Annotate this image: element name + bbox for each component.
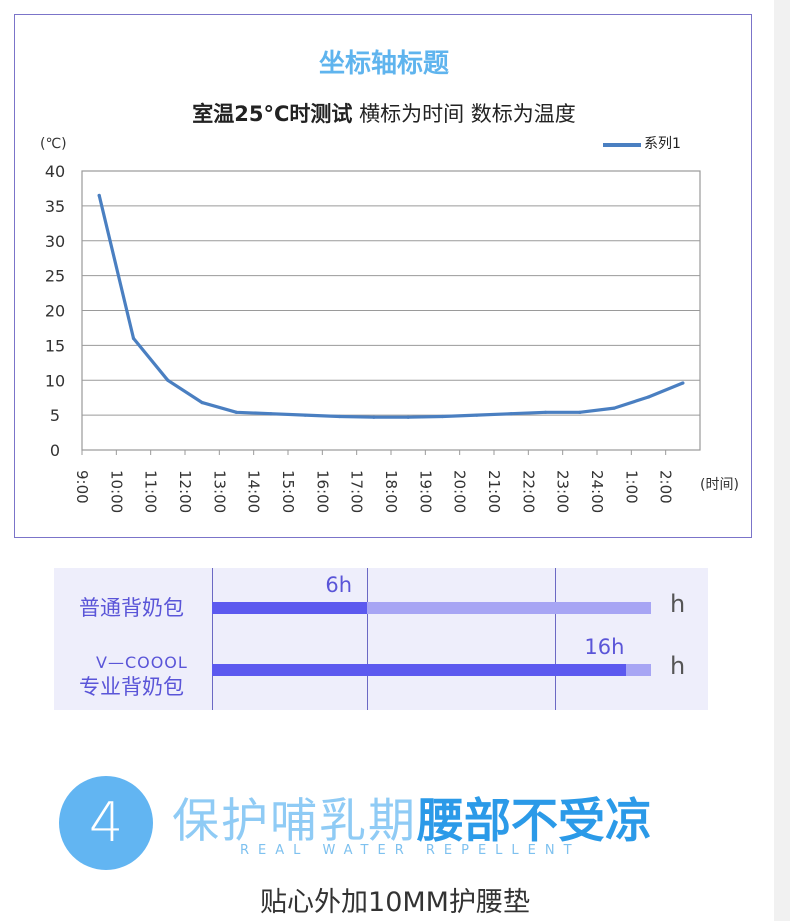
x-tick-label: 22:00	[519, 470, 537, 513]
data-point	[200, 400, 204, 405]
bar-unit-regular: h	[670, 590, 686, 618]
data-point	[646, 395, 651, 399]
x-tick-label: 23:00	[554, 470, 572, 513]
bar-unit-pro: h	[670, 652, 686, 680]
brand-label: V—COOOL	[96, 653, 188, 672]
x-tick-label: 24:00	[588, 470, 606, 513]
chart-frame: 坐标轴标题室温25°C时测试 横标为时间 数标为温度 (℃) 40 35 30 25 20 1…	[14, 14, 752, 538]
bar-filled-regular	[212, 602, 368, 614]
data-point	[543, 410, 548, 414]
data-point	[440, 414, 445, 419]
bar-value-pro: 16h	[584, 635, 625, 659]
x-tick-label: 13:00	[210, 470, 228, 513]
data-point	[475, 413, 479, 417]
y-axis-unit-label: (℃)	[40, 136, 67, 152]
y-tick-label: 5	[50, 406, 60, 425]
feature-tagline: REAL WATER REPELLENT	[240, 843, 581, 858]
data-point	[578, 410, 582, 414]
y-tick-label: 40	[45, 162, 65, 181]
x-tick-label: 20:00	[451, 470, 469, 513]
y-tick-label: 30	[45, 232, 65, 251]
x-tick-label: 14:00	[245, 470, 263, 513]
data-point	[372, 415, 376, 419]
feature-number-badge: 4	[59, 776, 153, 870]
x-tick-label: 10:00	[107, 470, 125, 513]
feature-headline: 保护哺乳期腰部不受凉	[172, 782, 652, 851]
y-tick-label: 35	[45, 197, 65, 216]
row-label-pro-bag: 专业背奶包	[79, 675, 184, 699]
data-point	[166, 378, 170, 382]
data-point	[269, 412, 273, 416]
subtitle-bold-part: 室温25°C时测试	[192, 102, 352, 126]
data-point	[131, 336, 136, 340]
chart-title: 坐标轴标题	[319, 49, 449, 79]
data-point	[234, 410, 239, 414]
x-tick-label: 15:00	[279, 470, 297, 513]
x-tick-label: 11:00	[142, 470, 160, 513]
divider-line	[555, 568, 556, 710]
chart-subtitle: 室温25°C时测试 横标为时间 数标为温度	[192, 102, 576, 126]
x-tick-label: 17:00	[348, 470, 366, 513]
series-line	[97, 193, 685, 419]
x-tick-label: 19:00	[416, 470, 434, 513]
data-point	[406, 415, 410, 419]
x-tick-label: 2:00	[657, 470, 675, 504]
x-tick-label: 16:00	[313, 470, 331, 513]
feature-caption: 贴心外加10MM护腰垫	[260, 887, 530, 918]
data-point	[612, 406, 616, 410]
data-point	[303, 413, 307, 417]
x-tick-label: 12:00	[176, 470, 194, 513]
y-tick-label: 10	[45, 371, 65, 390]
headline-bold-part: 腰部不受凉	[417, 794, 652, 849]
data-point	[97, 193, 101, 198]
duration-comparison-panel: 普通背奶包 6h h V—COOOL 专业背奶包 16h h	[54, 568, 708, 710]
divider-line	[367, 568, 368, 710]
row-label-regular-bag: 普通背奶包	[79, 596, 184, 620]
x-tick-label: 21:00	[485, 470, 503, 513]
x-tick-label: 1:00	[622, 470, 640, 504]
y-tick-label: 25	[45, 267, 65, 286]
side-strip	[774, 0, 790, 921]
y-tick-label: 20	[45, 302, 65, 321]
bar-value-regular: 6h	[325, 573, 353, 597]
headline-light-part: 保护哺乳期	[172, 794, 417, 849]
x-axis-unit-label: (时间)	[700, 477, 739, 493]
x-tick-label: 18:00	[382, 470, 400, 513]
x-tick-label: 9:00	[73, 470, 91, 504]
y-tick-label: 15	[45, 336, 65, 355]
bar-filled-pro	[212, 664, 627, 676]
divider-line	[212, 568, 213, 710]
y-tick-label: 0	[50, 441, 60, 460]
subtitle-rest-part: 横标为时间 数标为温度	[352, 102, 575, 126]
legend-label: 系列1	[644, 136, 681, 152]
data-point	[509, 412, 513, 416]
data-point	[337, 414, 342, 419]
data-point	[681, 381, 685, 385]
